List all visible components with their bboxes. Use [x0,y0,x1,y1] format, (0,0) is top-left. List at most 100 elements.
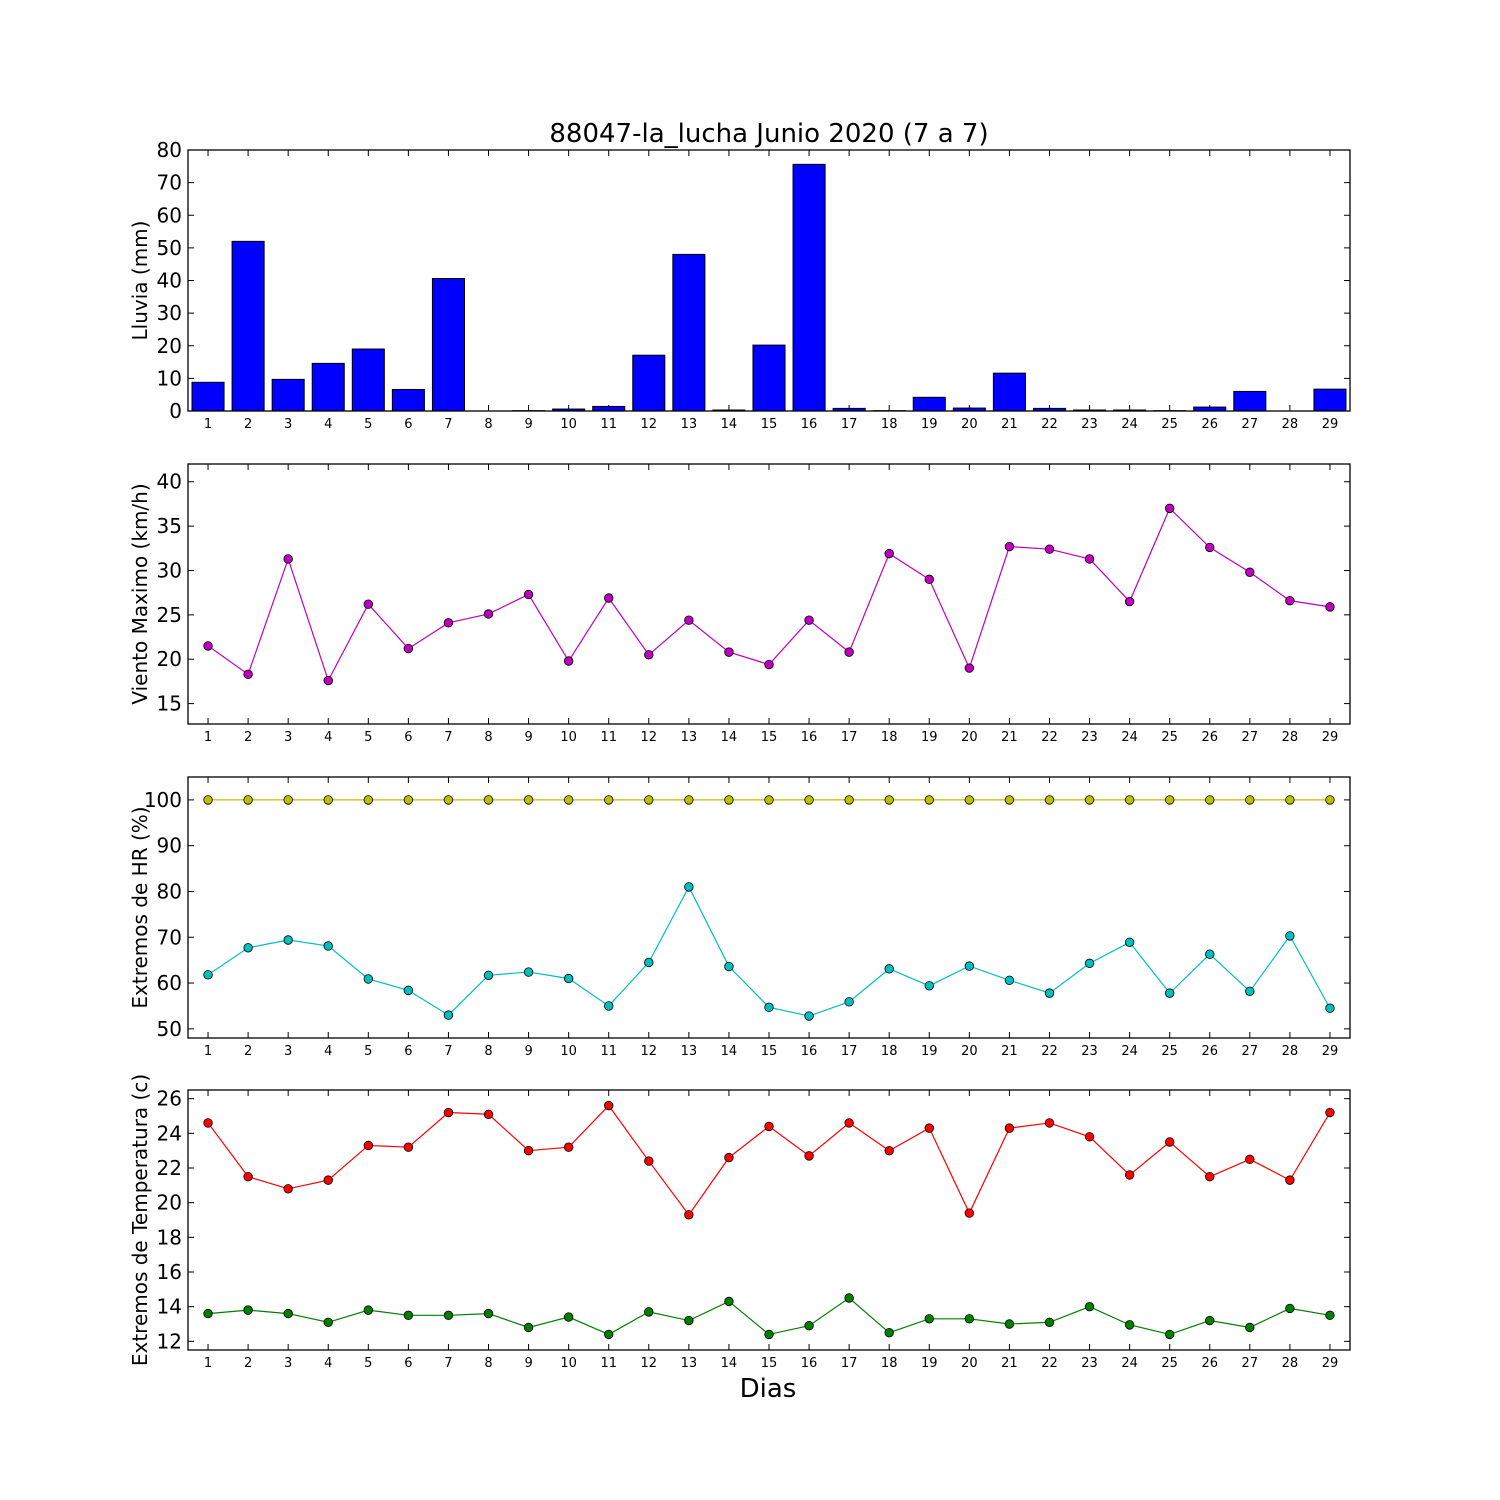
x-tick-label: 8 [484,417,492,432]
x-tick-label: 14 [721,1044,738,1059]
point-series-1-day-5 [363,1140,374,1151]
point-series-2-day-9 [523,967,534,977]
point-series-2-day-4 [323,941,333,951]
point-series-1-day-13 [684,795,694,805]
y-tick-label: 70 [157,925,182,949]
point-series-1-day-8 [483,795,494,805]
point-series-2-day-26 [1205,949,1215,959]
x-tick-label: 3 [284,1356,292,1371]
point-series-1-day-28 [1285,595,1295,606]
point-series-1-day-26 [1205,1171,1215,1182]
point-series-1-day-25 [1164,503,1175,514]
point-series-2-day-21 [1004,975,1015,986]
point-series-2-day-11 [604,1001,614,1011]
point-series-1-day-21 [1004,541,1015,552]
bar-day-29 [1313,388,1347,412]
point-series-1-day-22 [1044,544,1055,554]
x-tick-label: 27 [1242,1356,1259,1371]
y-tick-label: 18 [157,1225,182,1249]
x-tick-label: 20 [961,417,978,432]
x-tick-label: 6 [404,1356,412,1371]
point-series-1-day-18 [884,1145,894,1156]
point-series-2-day-23 [1084,1301,1095,1312]
x-tick-label: 5 [364,1044,372,1059]
point-series-1-day-6 [403,795,414,805]
y-tick-label: 100 [144,788,182,812]
point-series-2-day-22 [1044,988,1055,998]
y-tick-label: 16 [157,1260,182,1284]
point-series-1-day-5 [363,795,374,805]
x-tick-label: 29 [1322,1356,1339,1371]
x-tick-label: 16 [801,417,818,432]
x-tick-label: 29 [1322,1044,1339,1059]
x-tick-label: 8 [484,1044,492,1059]
point-series-1-day-8 [483,609,494,619]
x-tick-label: 13 [681,417,698,432]
y-tick-label: 40 [157,470,182,494]
y-tick-label: 20 [157,334,182,358]
y-axis-label: Lluvia (mm) [128,221,152,341]
point-series-2-day-28 [1285,1303,1295,1314]
point-series-1-day-17 [844,1118,854,1128]
point-series-1-day-27 [1245,567,1255,577]
point-series-1-day-14 [724,1152,734,1163]
x-tick-label: 21 [1001,417,1018,432]
point-series-1-day-15 [764,795,774,805]
x-tick-label: 26 [1201,417,1218,432]
x-tick-label: 4 [324,1044,332,1059]
y-tick-label: 50 [157,236,182,260]
point-series-1-day-23 [1084,1132,1095,1142]
point-series-2-day-27 [1245,1322,1255,1333]
x-tick-label: 15 [761,1356,778,1371]
x-tick-label: 9 [524,730,532,745]
point-series-1-day-21 [1004,1123,1015,1133]
point-series-1-day-27 [1245,1154,1255,1165]
point-series-2-day-15 [764,1329,774,1340]
point-series-1-day-1 [203,1118,213,1128]
point-series-2-day-18 [884,1327,894,1338]
point-series-2-day-5 [363,974,374,984]
point-series-1-day-4 [323,675,333,686]
x-tick-label: 16 [801,730,818,745]
point-series-2-day-19 [924,981,934,991]
x-tick-label: 19 [921,417,938,432]
y-axis-label: Viento Maximo (km/h) [128,483,152,704]
y-tick-label: 20 [157,1191,182,1215]
point-series-2-day-10 [563,1312,574,1322]
point-series-1-day-13 [684,1210,694,1220]
point-series-2-day-25 [1164,1329,1175,1340]
x-tick-label: 3 [284,1044,292,1059]
y-tick-label: 15 [157,692,182,716]
point-series-1-day-1 [203,795,213,805]
point-series-2-day-20 [964,1314,975,1324]
chart-title: 88047-la_lucha Junio 2020 (7 a 7) [549,119,988,149]
point-series-2-day-12 [644,1307,654,1317]
x-tick-label: 12 [641,1356,658,1371]
x-tick-label: 2 [244,730,252,745]
x-tick-label: 24 [1121,1356,1138,1371]
point-series-1-day-23 [1084,554,1095,564]
y-tick-label: 26 [157,1087,182,1111]
point-series-1-day-24 [1124,795,1135,805]
bar-day-2 [231,240,265,412]
point-series-1-day-8 [483,1109,494,1119]
y-tick-label: 50 [157,1017,182,1041]
point-series-1-day-12 [644,650,654,660]
point-series-1-day-19 [924,1123,934,1133]
bar-day-5 [351,348,385,412]
point-series-2-day-14 [724,961,734,972]
point-series-1-day-20 [964,663,975,673]
y-tick-label: 90 [157,834,182,858]
bar-day-7 [431,278,465,412]
x-tick-label: 29 [1322,730,1339,745]
point-series-1-day-17 [844,647,854,657]
point-series-2-day-19 [924,1314,934,1324]
x-tick-label: 18 [881,1044,898,1059]
point-series-1-day-3 [283,554,293,564]
point-series-1-day-29 [1325,602,1335,612]
x-tick-label: 10 [560,1044,577,1059]
point-series-2-day-17 [844,1293,854,1303]
point-series-1-day-23 [1084,795,1095,805]
